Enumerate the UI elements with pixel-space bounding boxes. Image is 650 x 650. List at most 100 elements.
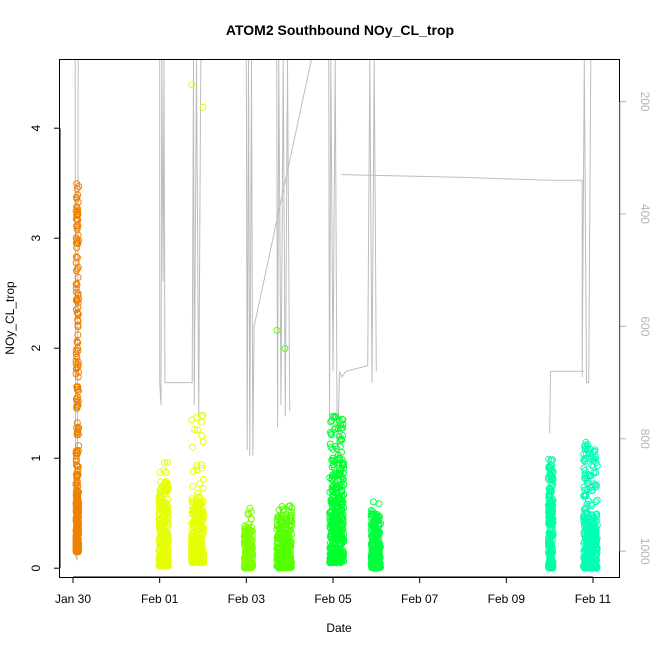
data-point — [284, 532, 292, 540]
data-point — [199, 498, 207, 506]
data-point — [73, 462, 81, 470]
data-point — [194, 514, 202, 522]
data-point — [74, 231, 82, 239]
data-point — [191, 426, 199, 433]
data-point — [582, 490, 589, 498]
data-point — [199, 484, 207, 492]
data-point — [188, 530, 196, 538]
data-point — [372, 539, 380, 547]
data-point — [72, 528, 80, 536]
data-point — [161, 459, 168, 467]
data-point — [338, 523, 346, 531]
data-point — [581, 486, 589, 494]
data-point — [161, 480, 169, 488]
altitude-trace-segment — [341, 59, 592, 384]
data-point — [192, 496, 200, 504]
data-point — [243, 556, 251, 564]
data-point — [241, 522, 249, 530]
data-point — [273, 326, 281, 334]
data-point — [73, 203, 81, 211]
data-point — [332, 424, 340, 432]
altitude-trace-segment — [159, 59, 203, 417]
data-point — [329, 483, 337, 491]
data-point — [74, 516, 82, 524]
data-point — [163, 488, 171, 496]
data-point — [244, 559, 252, 567]
data-point — [546, 539, 554, 547]
data-point — [328, 519, 336, 527]
data-point — [247, 508, 255, 516]
data-point — [155, 561, 163, 569]
data-point — [285, 559, 293, 567]
data-point — [75, 442, 83, 450]
data-point — [160, 526, 167, 534]
y-tick-label: 4 — [29, 125, 43, 132]
data-point — [75, 368, 82, 376]
data-point — [375, 529, 383, 537]
data-point — [72, 215, 80, 223]
data-point — [74, 310, 82, 318]
data-point — [334, 451, 342, 459]
data-point — [241, 526, 249, 533]
data-point — [332, 520, 340, 528]
data-point — [547, 559, 554, 567]
data-point — [286, 502, 294, 510]
data-point — [164, 533, 172, 541]
data-point — [281, 517, 289, 525]
data-point — [339, 432, 347, 439]
data-point — [245, 551, 253, 559]
data-point — [335, 432, 343, 440]
data-point — [592, 539, 600, 546]
x-axis: Jan 30 Feb 01 Feb 03 Feb 05 Feb 07 Feb 09 Feb … — [55, 576, 612, 606]
data-point — [200, 475, 207, 483]
data-point — [547, 472, 555, 480]
data-point — [340, 537, 348, 545]
data-point — [193, 414, 201, 421]
data-point — [74, 263, 82, 271]
data-point — [194, 426, 201, 434]
data-point — [197, 419, 205, 426]
data-point — [285, 528, 293, 536]
data-point — [74, 504, 82, 512]
data-point — [74, 482, 82, 490]
data-point — [580, 528, 588, 536]
data-point — [549, 530, 557, 538]
data-point — [74, 544, 82, 552]
data-point — [241, 542, 249, 550]
right-y-tick-label: 200 — [638, 92, 650, 112]
chart-title: ATOM2 Southbound NOy_CL_trop — [226, 22, 454, 38]
data-point — [164, 485, 172, 493]
data-point — [545, 518, 553, 526]
data-point — [247, 537, 255, 544]
x-tick-label: Feb 05 — [314, 592, 352, 606]
data-point — [198, 528, 206, 536]
data-point — [581, 445, 589, 453]
data-point — [162, 545, 170, 553]
data-point — [278, 511, 286, 519]
data-point — [73, 281, 81, 289]
data-point — [581, 554, 589, 562]
data-point — [164, 538, 172, 546]
data-point — [592, 525, 600, 533]
data-point — [580, 483, 588, 491]
data-point — [164, 536, 172, 543]
data-point — [74, 331, 82, 339]
data-point — [194, 489, 202, 497]
data-point — [278, 503, 286, 510]
right-y-tick-label: 1000 — [638, 538, 650, 565]
data-point — [198, 432, 206, 440]
data-point — [188, 81, 196, 89]
data-point — [368, 511, 375, 519]
data-point — [281, 345, 289, 352]
data-point — [546, 503, 554, 511]
altitude-trace-segment — [328, 59, 377, 467]
data-point — [326, 509, 334, 517]
data-point — [329, 412, 337, 420]
data-point — [196, 547, 204, 555]
data-point — [547, 542, 555, 550]
data-point — [156, 495, 164, 503]
data-point — [157, 498, 165, 506]
y-tick-label: 0 — [29, 565, 43, 572]
data-point — [75, 548, 82, 556]
